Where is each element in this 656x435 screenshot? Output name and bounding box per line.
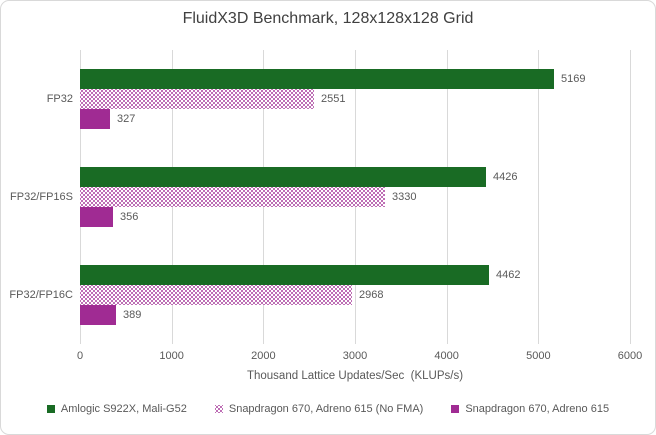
bar-value-label: 4426 <box>493 171 518 183</box>
x-tick-label: 5000 <box>526 350 551 362</box>
bar <box>80 69 554 89</box>
bar <box>80 187 385 207</box>
bar-value-label: 4462 <box>496 269 521 281</box>
bar <box>80 285 352 305</box>
category-axis-label: FP32 <box>46 93 73 105</box>
chart-title: FluidX3D Benchmark, 128x128x128 Grid <box>182 10 474 27</box>
legend-item: Amlogic S922X, Mali-G52 <box>46 403 187 415</box>
x-tick-label: 4000 <box>434 350 459 362</box>
bar-value-label: 3330 <box>392 191 417 203</box>
x-tick-label: 2000 <box>251 350 276 362</box>
x-tick-label: 0 <box>76 350 84 362</box>
gridline <box>630 50 631 344</box>
legend-label: Snapdragon 670, Adreno 615 (No FMA) <box>228 403 424 415</box>
x-tick-label: 1000 <box>159 350 184 362</box>
legend-swatch <box>451 405 460 413</box>
x-tick-label: 6000 <box>617 350 643 362</box>
legend: Amlogic S922X, Mali-G52 Snapdragon 670, A… <box>1 403 655 415</box>
legend-label: Snapdragon 670, Adreno 615 <box>465 403 610 415</box>
gridline <box>538 50 539 344</box>
legend-item: Snapdragon 670, Adreno 615 (No FMA) <box>214 403 424 415</box>
category-axis-label: FP32/FP16S <box>10 191 73 203</box>
bar-value-label: 2968 <box>359 289 384 301</box>
bar-value-label: 327 <box>117 113 136 125</box>
x-axis-title: Thousand Lattice Updates/Sec (KLUPs/s) <box>246 370 464 382</box>
legend-label: Amlogic S922X, Mali-G52 <box>60 403 187 415</box>
bar <box>80 89 314 109</box>
bar <box>80 265 489 285</box>
legend-swatch <box>46 405 55 413</box>
gridline <box>447 50 448 344</box>
bar-value-label: 389 <box>123 309 142 321</box>
category-axis-label: FP32/FP16C <box>9 289 73 301</box>
legend-item: Snapdragon 670, Adreno 615 <box>451 403 609 415</box>
x-tick-label: 3000 <box>342 350 368 362</box>
bar-value-label: 356 <box>120 211 139 223</box>
legend-swatch <box>214 405 223 413</box>
bar-value-label: 5169 <box>561 73 586 85</box>
plot-area: 5169 2551 327 4426 3330 356 4462 2968 389 <box>80 50 631 344</box>
bar <box>80 167 486 187</box>
bar <box>80 109 110 129</box>
bar-value-label: 2551 <box>321 93 346 105</box>
bar <box>80 207 113 227</box>
bar <box>80 305 116 325</box>
